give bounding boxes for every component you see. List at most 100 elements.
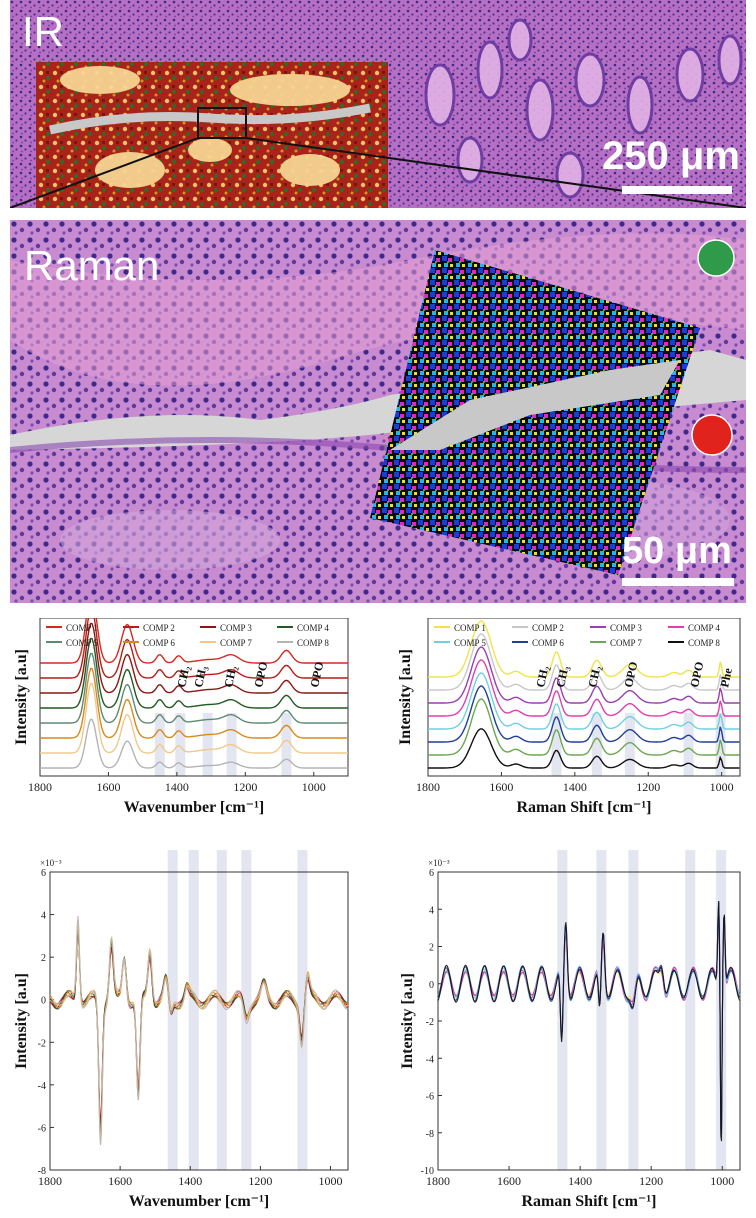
raman-scale-bar-line <box>622 578 734 586</box>
highlight-band-2 <box>175 713 186 776</box>
highlight-band-4 <box>683 713 694 776</box>
x-tick-label: 1600 <box>497 1174 521 1188</box>
x-tick-label: 1600 <box>108 1174 132 1188</box>
y-tick-label: -4 <box>38 1081 46 1092</box>
x-tick-label: 1000 <box>710 780 734 794</box>
highlight-band-2 <box>596 850 607 1170</box>
y-exponent-label: ×10⁻³ <box>428 858 450 868</box>
legend-entry: COMP 4 <box>297 623 329 633</box>
series-line-comp-8 <box>40 718 348 769</box>
y-tick-label: 4 <box>429 905 434 916</box>
y-tick-label: -4 <box>426 1054 434 1065</box>
peak-annotation: OPO <box>687 660 706 688</box>
highlight-band-3 <box>202 713 213 776</box>
series-line-comp-1 <box>428 620 740 678</box>
highlight-band-5 <box>297 850 308 1170</box>
series-line-comp-2 <box>40 618 348 679</box>
ir-histology-image <box>10 0 746 208</box>
highlight-band-2 <box>188 850 199 1170</box>
x-tick-label: 1200 <box>233 780 257 794</box>
legend-entry: COMP 5 <box>66 638 98 648</box>
x-tick-label: 1400 <box>568 1174 592 1188</box>
series-line-comp-1 <box>40 618 348 664</box>
y-tick-label: 4 <box>41 911 46 922</box>
highlight-band-3 <box>624 713 635 776</box>
x-tick-label: 1400 <box>178 1174 202 1188</box>
x-tick-label: 1200 <box>248 1174 272 1188</box>
legend-entry: COMP 1 <box>454 623 486 633</box>
x-axis-label: Wavenumber [cm⁻¹] <box>124 799 264 816</box>
legend-entry: COMP 7 <box>610 638 642 648</box>
series-line-comp-7 <box>428 698 740 756</box>
x-tick-label: 1600 <box>96 780 120 794</box>
series-line-comp-6 <box>40 667 348 739</box>
x-tick-label: 1000 <box>302 780 326 794</box>
peak-annotation: CH₂ <box>174 664 192 688</box>
y-tick-label: 6 <box>41 868 46 879</box>
legend-entry: COMP 2 <box>143 623 175 633</box>
highlight-band-4 <box>241 850 252 1170</box>
x-tick-label: 1400 <box>165 780 189 794</box>
series-line-comp-3 <box>40 622 348 694</box>
raman-histology-image <box>10 220 746 603</box>
legend-entry: COMP 8 <box>688 638 720 648</box>
y-tick-label: 0 <box>429 980 434 991</box>
ir-panel-label: IR <box>22 8 64 55</box>
legend-entry: COMP 5 <box>454 638 486 648</box>
y-tick-label: -10 <box>421 1166 434 1177</box>
highlight-band-3 <box>216 850 227 1170</box>
raman-spectra-chart: 1800 1600 1400 1200 1000 Raman Shift [cm⁻¹] In… <box>397 618 741 816</box>
y-tick-label: 6 <box>429 868 434 879</box>
raman-panel-label: Raman <box>24 242 160 289</box>
peak-annotation: CH₂ <box>533 664 551 688</box>
series-line-comp-3 <box>428 646 740 704</box>
legend-entry: COMP 6 <box>532 638 564 648</box>
x-tick-label: 1200 <box>636 780 660 794</box>
y-tick-label: -8 <box>38 1166 46 1177</box>
highlight-band-1 <box>551 713 562 776</box>
legend-entry: COMP 1 <box>66 623 98 633</box>
x-tick-label: 1000 <box>318 1174 342 1188</box>
plot-frame <box>39 618 349 777</box>
series-line-comp-4 <box>428 659 740 717</box>
peak-annotation: Phe <box>717 666 735 688</box>
ir-loadings-chart: 1800 1600 1400 1200 1000 Wavenumber [cm⁻¹] Int… <box>13 850 349 1210</box>
legend-entry: COMP 7 <box>220 638 252 648</box>
ir-spectra-chart: 1800 1600 1400 1200 1000 Wavenumber [cm⁻¹] Int… <box>13 618 349 816</box>
y-tick-label: 2 <box>41 953 46 964</box>
series-line-comp-2 <box>428 633 740 691</box>
y-tick-label: -2 <box>426 1017 434 1028</box>
peak-annotation: CH₂ <box>221 664 239 688</box>
raman-scale-bar-text: 50 μm <box>622 530 732 572</box>
x-tick-label: 1800 <box>416 780 440 794</box>
x-tick-label: 1600 <box>489 780 513 794</box>
raman-panel: Raman 50 μm <box>10 220 746 603</box>
x-tick-label: 1200 <box>639 1174 663 1188</box>
ir-scale-bar-line <box>622 186 732 194</box>
peak-annotation: OPO <box>307 660 326 688</box>
x-tick-label: 1000 <box>710 1174 734 1188</box>
series-line-comp-7 <box>40 682 348 754</box>
y-axis-label: Intensity [a.u] <box>399 973 416 1069</box>
legend-entry: COMP 8 <box>297 638 329 648</box>
series-line-comp-5 <box>40 652 348 724</box>
derivative-line-6 <box>437 901 741 1142</box>
series-line-comp-6 <box>428 685 740 743</box>
x-tick-label: 1800 <box>426 1174 450 1188</box>
ir-panel: IR 250 μm <box>10 0 746 208</box>
raman-loadings-chart: 1800 1600 1400 1200 1000 Raman Shift [cm⁻¹] In… <box>399 850 741 1210</box>
peak-annotation: OPO <box>621 660 640 688</box>
y-tick-label: 2 <box>429 943 434 954</box>
y-tick-label: -6 <box>426 1092 434 1103</box>
highlight-band-4 <box>685 850 696 1170</box>
highlight-band-5 <box>281 713 292 776</box>
legend-entry: COMP 4 <box>688 623 720 633</box>
y-axis-label: Intensity [a.u] <box>13 973 30 1069</box>
x-axis-label: Wavenumber [cm⁻¹] <box>129 1193 269 1210</box>
legend-entry: COMP 6 <box>143 638 175 648</box>
series-line-comp-4 <box>40 637 348 709</box>
highlight-band-3 <box>628 850 639 1170</box>
y-tick-label: -2 <box>38 1038 46 1049</box>
y-tick-label: -6 <box>38 1123 46 1134</box>
y-tick-label: -8 <box>426 1129 434 1140</box>
